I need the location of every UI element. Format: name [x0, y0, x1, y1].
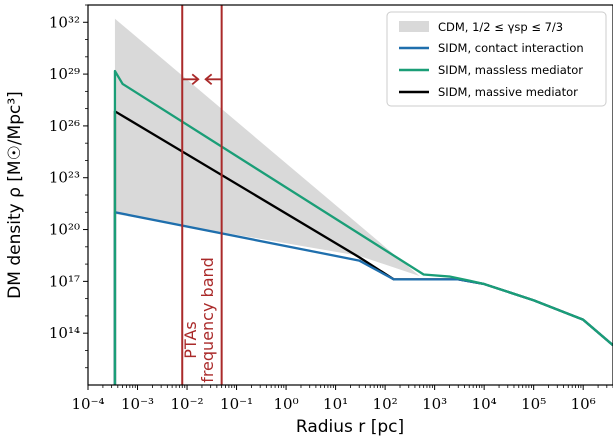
legend-label-contact: SIDM, contact interaction: [438, 41, 584, 55]
y-axis-title: DM density ρ [M☉/Mpc³]: [5, 91, 25, 299]
pta-band-label-line2: frequency band: [198, 257, 217, 383]
y-tick-label: 10²⁶: [49, 117, 80, 135]
legend-box: [386, 11, 607, 107]
x-tick-label: 10⁴: [472, 395, 497, 413]
y-tick-label: 10²⁰: [49, 221, 80, 239]
legend-swatch-cdm-band: [399, 21, 429, 32]
pta-band-arrow-left-head: [204, 73, 213, 85]
y-tick-label: 10²³: [49, 169, 80, 187]
x-axis-title: Radius r [pc]: [296, 417, 404, 437]
legend-label-massive: SIDM, massive mediator: [438, 85, 578, 99]
x-tick-label: 10⁰: [274, 395, 299, 413]
legend: CDM, 1/2 ≤ γsp ≤ 7/3 SIDM, contact inter…: [386, 11, 607, 107]
cdm-band-area: [114, 18, 420, 277]
x-tick-label: 10⁶: [571, 395, 596, 413]
x-tick-label: 10⁵: [521, 395, 546, 413]
x-tick-label: 10³: [422, 395, 447, 413]
y-tick-label: 10²⁹: [49, 65, 80, 83]
x-tick-label: 10¹: [323, 395, 348, 413]
x-tick-label: 10⁻¹: [220, 395, 253, 413]
pta-band-arrow-right-head: [191, 73, 200, 85]
x-tick-label: 10⁻³: [121, 395, 154, 413]
series-line-massless-mediator: [113, 69, 613, 385]
x-tick-label: 10²: [373, 395, 398, 413]
pta-band-label-line1: PTAs: [181, 321, 200, 358]
x-tick-label: 10⁻²: [171, 395, 204, 413]
y-tick-label: 10¹⁷: [49, 272, 80, 290]
legend-label-massless: SIDM, massless mediator: [438, 63, 583, 77]
x-tick-label: 10⁻⁴: [71, 395, 104, 413]
y-tick-label: 10³²: [49, 13, 80, 31]
y-tick-label: 10¹⁴: [49, 324, 80, 342]
legend-label-cdm-band: CDM, 1/2 ≤ γsp ≤ 7/3: [438, 20, 563, 34]
